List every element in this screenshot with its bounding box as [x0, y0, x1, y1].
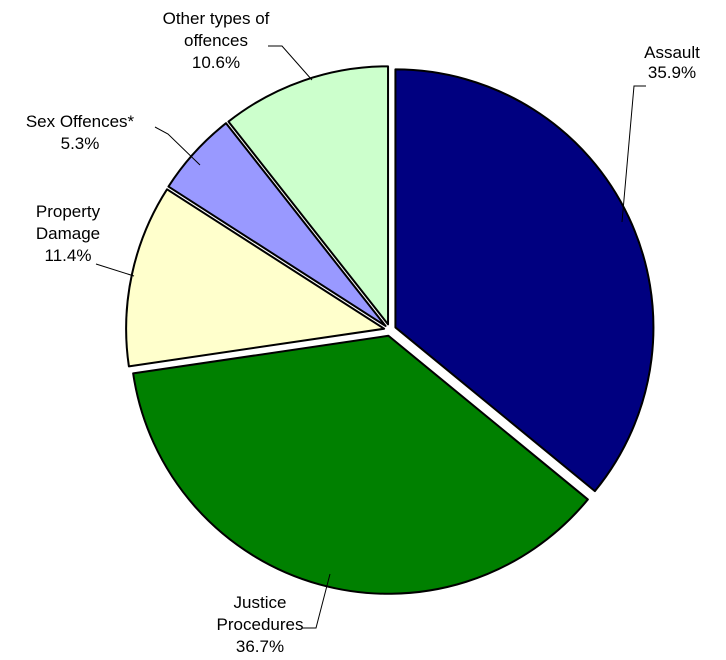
pie-slices	[125, 65, 655, 595]
slice-percent: 5.3%	[61, 134, 100, 153]
leader-line	[302, 573, 331, 629]
pie-slice-other-types-of-offences	[227, 65, 390, 326]
slice-percent: 11.4%	[45, 246, 92, 265]
leader-lines	[95, 45, 646, 629]
slice-percent: 35.9%	[648, 63, 696, 82]
leader-line	[95, 263, 135, 277]
slice-percent: 36.7%	[236, 637, 284, 656]
leader-line	[154, 126, 201, 166]
slice-name-line: Assault	[644, 43, 700, 62]
slice-percent: 10.6%	[192, 53, 240, 72]
slice-name-line: Procedures	[217, 615, 304, 634]
slice-name-line: Property	[36, 202, 101, 221]
slice-name-line: Other types of	[163, 9, 270, 28]
slice-name-line: Sex Offences*	[26, 112, 135, 131]
pie-slice-justice-procedures	[132, 334, 589, 595]
slice-label: Other types of offences 10.6%	[163, 9, 270, 72]
slice-label: Justice Procedures 36.7%	[217, 593, 304, 656]
pie-slice-property-damage	[125, 188, 386, 368]
slice-name-line: Justice	[234, 593, 287, 612]
leader-line	[268, 45, 313, 81]
slice-label: Assault 35.9%	[644, 43, 700, 82]
slice-labels: Assault 35.9% Justice Procedures 36.7% Proper…	[26, 9, 700, 656]
slice-label: Property Damage 11.4%	[36, 202, 101, 265]
slice-name-line: offences	[184, 31, 248, 50]
pie-slice-sex-offences	[167, 122, 387, 327]
leader-line	[621, 85, 646, 223]
pie-slice-assault	[394, 68, 655, 493]
slice-name-line: Damage	[36, 224, 100, 243]
slice-label: Sex Offences* 5.3%	[26, 112, 135, 153]
